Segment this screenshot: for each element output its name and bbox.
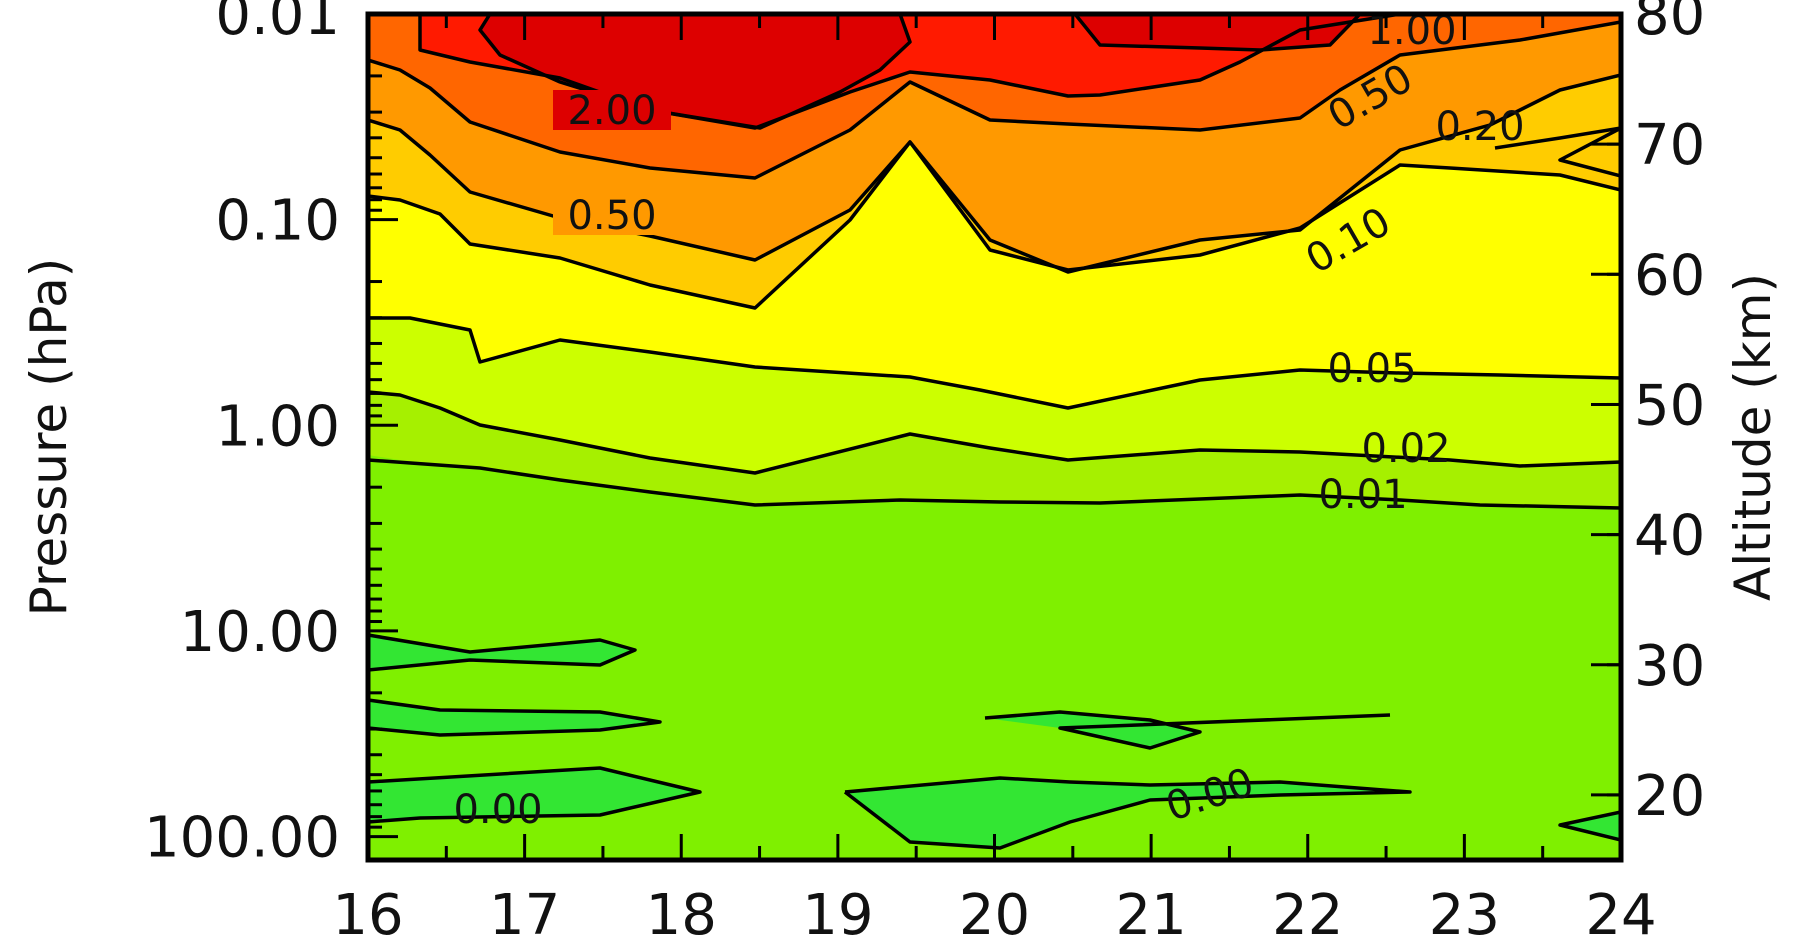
contour-line-0.05 xyxy=(368,316,1621,410)
contour-lines xyxy=(368,14,1621,850)
contour-label-0.02: 0.02 xyxy=(1361,426,1450,472)
contour-line-0.00-5 xyxy=(984,710,1391,750)
band-below-zero-4 xyxy=(845,778,1410,848)
band-above-2.00-b xyxy=(1075,14,1360,50)
y-left-tick-label: 100.00 xyxy=(144,806,340,871)
contour-label-0.20: 0.20 xyxy=(1435,104,1524,150)
contour-line-0.02 xyxy=(368,390,1621,475)
band-below-zero-6 xyxy=(1560,812,1621,840)
label-bg xyxy=(553,195,671,235)
contour-label-2.00: 2.00 xyxy=(567,88,656,134)
contour-label-0.01: 0.01 xyxy=(1318,472,1407,518)
axis-ticks xyxy=(366,12,1623,860)
y-axis-title-right: Altitude (km) xyxy=(1724,273,1782,601)
contour-line-0.00-1 xyxy=(368,633,637,672)
y-left-tick-label: 0.01 xyxy=(215,0,340,48)
band-below-zero-3 xyxy=(368,768,700,822)
contour-line-0.00-2 xyxy=(368,698,662,737)
contour-line-0.50 xyxy=(368,20,1621,180)
y-right-tick-label: 50 xyxy=(1634,373,1705,438)
band-above-2.00 xyxy=(480,14,910,128)
contour-line-0.20-b xyxy=(1494,126,1621,178)
band-below-zero-2 xyxy=(368,700,660,735)
y-right-tick-label: 30 xyxy=(1634,634,1705,699)
y-left-tick-label: 1.00 xyxy=(215,394,340,459)
x-tick-label: 23 xyxy=(1429,883,1500,940)
contour-line-0.00-4 xyxy=(843,776,1412,850)
y-right-tick-label: 20 xyxy=(1634,764,1705,829)
y-left-tick-label: 10.00 xyxy=(180,600,340,665)
contour-line-0.00-3 xyxy=(368,766,702,824)
contour-line-1.00 xyxy=(418,14,1401,130)
y-left-tick-label: 0.10 xyxy=(215,189,340,254)
y-right-tick-label: 80 xyxy=(1634,0,1705,48)
x-tick-label: 22 xyxy=(1272,883,1343,940)
contour-label-0.05: 0.05 xyxy=(1327,346,1416,392)
y-right-tick-label: 40 xyxy=(1634,504,1705,569)
contour-fills xyxy=(368,14,1621,860)
axis-tick-labels: 16 17 18 19 20 21 22 23 24 0.01 0.10 1.00 10.00 100.0… xyxy=(144,0,1705,940)
contour-labels: 2.00 0.50 1.00 0.50 0.20 0.10 0.05 0.02 … xyxy=(453,8,1524,833)
contour-line-0.01 xyxy=(368,458,1621,510)
label-bg xyxy=(553,90,671,130)
contour-label-0.00-left: 0.00 xyxy=(453,787,542,833)
x-tick-label: 16 xyxy=(332,883,403,940)
x-tick-label: 19 xyxy=(802,883,873,940)
y-right-tick-label: 60 xyxy=(1634,243,1705,308)
contour-line-0.00-6 xyxy=(1558,810,1621,842)
contour-label-0.50: 0.50 xyxy=(567,193,656,239)
x-tick-label: 21 xyxy=(1115,883,1186,940)
contour-line-0.20 xyxy=(368,73,1621,274)
contour-line-2.00-b xyxy=(1073,14,1362,52)
contour-line-2.00 xyxy=(478,14,912,130)
x-tick-label: 18 xyxy=(646,883,717,940)
y-right-tick-label: 70 xyxy=(1634,113,1705,178)
x-tick-label: 20 xyxy=(959,883,1030,940)
x-tick-label: 17 xyxy=(489,883,560,940)
y-axis-title-left: Pressure (hPa) xyxy=(20,258,78,617)
x-tick-label: 24 xyxy=(1585,883,1656,940)
